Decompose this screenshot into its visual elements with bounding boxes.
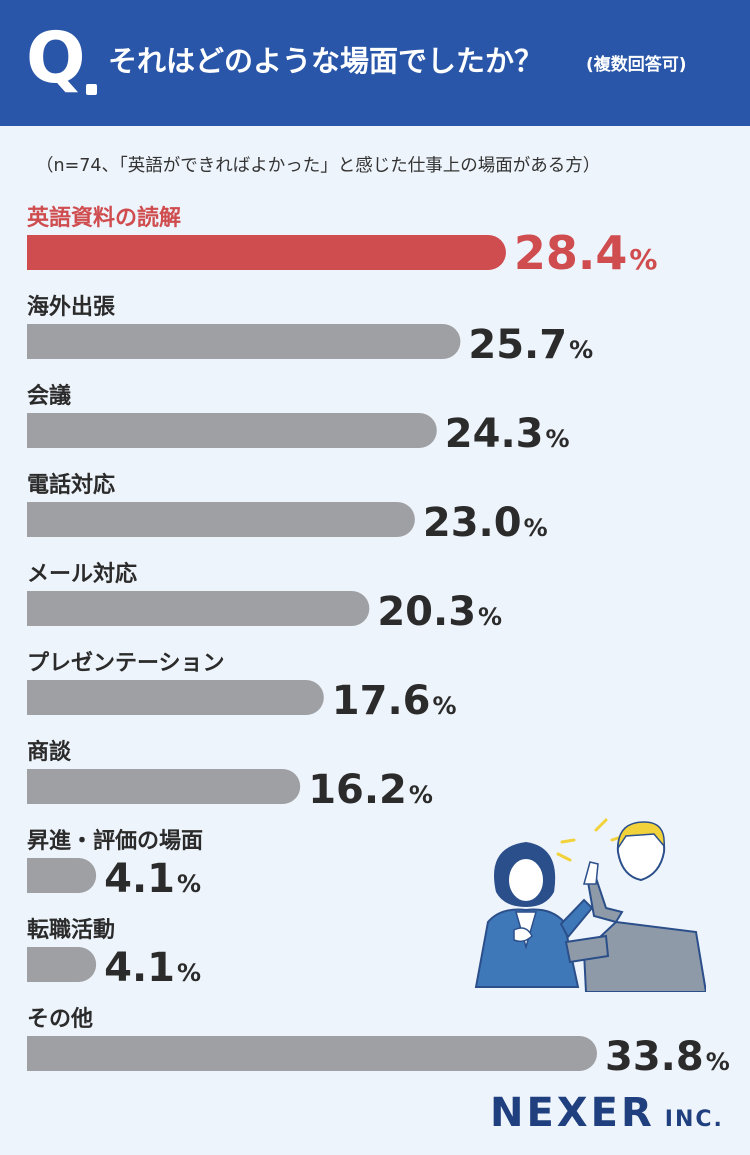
category-label: 電話対応 (27, 472, 115, 498)
value-label: 20.3% (377, 589, 502, 635)
value-label: 16.2% (308, 767, 433, 813)
bar (27, 235, 506, 270)
question-note: (複数回答可) (586, 55, 687, 75)
bar-base (27, 591, 62, 626)
category-label: その他 (27, 1007, 93, 1032)
bar-base (27, 502, 62, 537)
business-people-illustration (474, 818, 706, 992)
category-label: プレゼンテーション (27, 651, 225, 676)
value-label: 4.1% (104, 945, 201, 991)
brand-logo: NEXER INC. (490, 1090, 724, 1136)
value-label: 17.6% (332, 678, 457, 724)
q-dot (86, 84, 97, 95)
bar-base (27, 947, 62, 982)
category-label: 海外出張 (27, 294, 116, 320)
bar (27, 413, 437, 448)
woman-figure (474, 842, 594, 988)
value-label: 23.0% (423, 500, 548, 546)
bar-base (27, 680, 62, 715)
bar (27, 324, 461, 359)
man-figure (564, 821, 706, 992)
value-label: 24.3% (445, 411, 570, 457)
category-label: 英語資料の読解 (27, 205, 181, 231)
brand-suffix: INC. (664, 1107, 724, 1132)
bar-base (27, 1036, 62, 1071)
bar (27, 502, 415, 537)
sample-note: （n=74、「英語ができればよかった」と感じた仕事上の場面がある方） (36, 156, 601, 176)
bar (27, 591, 370, 626)
category-label: 転職活動 (27, 917, 115, 943)
value-label: 4.1% (104, 856, 201, 902)
category-label: 商談 (27, 739, 72, 765)
value-label: 28.4% (514, 226, 658, 280)
value-label: 33.8% (605, 1034, 730, 1080)
bar (27, 1036, 597, 1071)
category-label: 昇進・評価の場面 (27, 828, 203, 854)
value-label: 25.7% (468, 322, 593, 368)
question-header: Q それはどのような場面でしたか？ (複数回答可) (0, 0, 750, 126)
question-text: それはどのような場面でしたか？ (108, 44, 544, 78)
category-label: メール対応 (27, 561, 137, 587)
category-label: 会議 (27, 383, 71, 409)
bar-base (27, 413, 62, 448)
bar-base (27, 769, 62, 804)
bar (27, 680, 324, 715)
sparkle-lines (556, 818, 626, 862)
bar-base (27, 235, 62, 270)
bar-base (27, 858, 62, 893)
q-mark: Q (26, 17, 86, 99)
brand-name: NEXER (490, 1090, 655, 1136)
bar-base (27, 324, 62, 359)
bar (27, 769, 301, 804)
